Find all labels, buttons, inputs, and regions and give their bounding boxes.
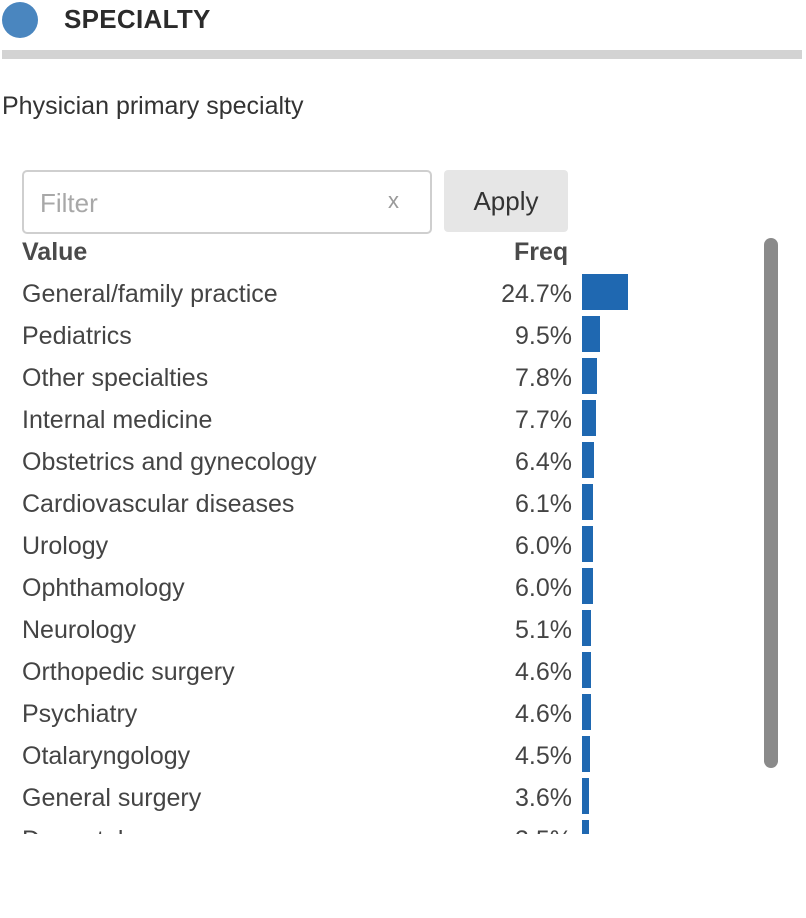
freq-bar <box>582 484 593 520</box>
filter-input[interactable] <box>40 186 370 220</box>
table-row[interactable]: Internal medicine 7.7% <box>22 400 762 442</box>
table-row[interactable]: Psychiatry 4.6% <box>22 694 762 736</box>
freq-bar <box>582 316 600 352</box>
table-row[interactable]: General surgery 3.6% <box>22 778 762 820</box>
column-header-value[interactable]: Value <box>22 238 88 266</box>
row-freq: 7.8% <box>515 364 572 392</box>
variable-description: Physician primary specialty <box>2 92 304 120</box>
row-freq: 9.5% <box>515 322 572 350</box>
row-value: General/family practice <box>22 280 278 308</box>
row-value: Other specialties <box>22 364 209 392</box>
table-row[interactable]: Dermatology 3.5% <box>22 820 762 834</box>
row-freq: 4.5% <box>515 742 572 770</box>
row-value: Internal medicine <box>22 406 213 434</box>
freq-bar <box>582 736 590 772</box>
freq-bar <box>582 610 591 646</box>
row-value: Pediatrics <box>22 322 132 350</box>
row-freq: 6.0% <box>515 532 572 560</box>
row-freq: 24.7% <box>501 280 572 308</box>
row-value: General surgery <box>22 784 202 812</box>
row-freq: 6.0% <box>515 574 572 602</box>
row-value: Otalaryngology <box>22 742 191 770</box>
row-freq: 4.6% <box>515 700 572 728</box>
freq-bar <box>582 820 589 834</box>
freq-bar <box>582 358 597 394</box>
row-value: Psychiatry <box>22 700 138 728</box>
row-freq: 6.1% <box>515 490 572 518</box>
table-body: General/family practice 24.7% Pediatrics 9.… <box>22 274 762 834</box>
table-row[interactable]: Other specialties 7.8% <box>22 358 762 400</box>
row-freq: 7.7% <box>515 406 572 434</box>
row-freq: 6.4% <box>515 448 572 476</box>
column-header-freq[interactable]: Freq <box>514 238 569 266</box>
freq-bar <box>582 274 628 310</box>
row-value: Cardiovascular diseases <box>22 490 295 518</box>
row-freq: 3.6% <box>515 784 572 812</box>
row-value: Ophthamology <box>22 574 185 602</box>
row-value: Dermatology <box>22 826 164 834</box>
row-value: Obstetrics and gynecology <box>22 448 317 476</box>
table-row[interactable]: Ophthamology 6.0% <box>22 568 762 610</box>
table-row[interactable]: General/family practice 24.7% <box>22 274 762 316</box>
freq-bar <box>582 778 589 814</box>
apply-button[interactable]: Apply <box>444 170 568 232</box>
section-dot-icon <box>2 2 38 38</box>
freq-bar <box>582 694 591 730</box>
row-value: Orthopedic surgery <box>22 658 235 686</box>
header-divider <box>2 50 802 59</box>
row-freq: 3.5% <box>515 826 572 834</box>
table-row[interactable]: Cardiovascular diseases 6.1% <box>22 484 762 526</box>
row-freq: 4.6% <box>515 658 572 686</box>
filter-box: x <box>22 170 432 234</box>
table-header: Value Freq <box>22 238 762 272</box>
table-row[interactable]: Orthopedic surgery 4.6% <box>22 652 762 694</box>
row-freq: 5.1% <box>515 616 572 644</box>
clear-filter-icon[interactable]: x <box>388 188 399 213</box>
table-row[interactable]: Pediatrics 9.5% <box>22 316 762 358</box>
row-value: Neurology <box>22 616 136 644</box>
freq-bar <box>582 442 594 478</box>
table-row[interactable]: Urology 6.0% <box>22 526 762 568</box>
freq-bar <box>582 652 591 688</box>
table-row[interactable]: Obstetrics and gynecology 6.4% <box>22 442 762 484</box>
section-header: SPECIALTY <box>0 0 806 50</box>
row-value: Urology <box>22 532 109 560</box>
freq-bar <box>582 400 596 436</box>
freq-bar <box>582 526 593 562</box>
frequency-table: Value Freq General/family practice 24.7% P… <box>22 232 762 834</box>
table-row[interactable]: Otalaryngology 4.5% <box>22 736 762 778</box>
freq-bar <box>582 568 593 604</box>
vertical-scrollbar[interactable] <box>764 238 778 768</box>
table-row[interactable]: Neurology 5.1% <box>22 610 762 652</box>
section-title: SPECIALTY <box>64 4 211 34</box>
